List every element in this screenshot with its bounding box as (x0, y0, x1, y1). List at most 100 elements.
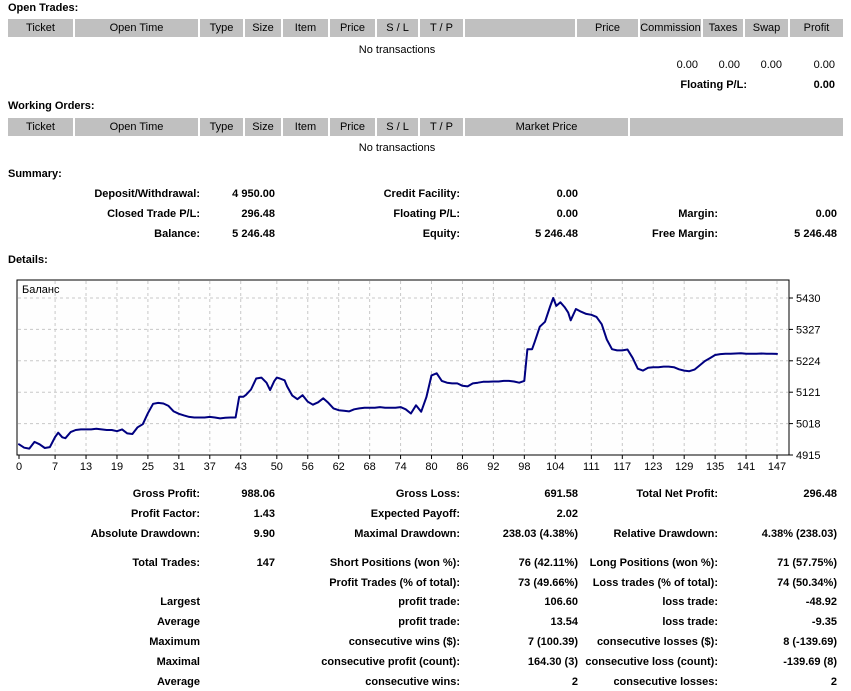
open-trades-col-swap: Swap (745, 19, 790, 37)
open-trades-col-blank-8 (465, 19, 577, 37)
open-trades-col-s-l: S / L (377, 19, 420, 37)
open-trades-header-row: TicketOpen TimeTypeSizeItemPriceS / LT /… (8, 19, 843, 37)
working-orders-col-item: Item (283, 118, 330, 136)
stat-value: -139.69 (8) (724, 656, 837, 668)
stat-value: 8 (-139.69) (724, 636, 837, 648)
x-tick-label: 98 (518, 461, 530, 472)
stat-label: Average (0, 616, 200, 628)
x-tick-label: 123 (644, 461, 662, 472)
x-tick-label: 43 (235, 461, 247, 472)
stat-label: Gross Loss: (280, 488, 460, 500)
open-trades-col-t-p: T / P (420, 19, 465, 37)
stat-label: Relative Drawdown: (580, 528, 718, 540)
open-trades-total-value: 0.00 (775, 59, 835, 71)
stat-label: Average (0, 676, 200, 688)
chart-title: Баланс (22, 284, 60, 296)
summary-value: 5 246.48 (205, 228, 275, 240)
open-trades-col-size: Size (245, 19, 283, 37)
stat-label: Maximal Drawdown: (280, 528, 460, 540)
x-tick-label: 37 (204, 461, 216, 472)
working-orders-col-size: Size (245, 118, 283, 136)
x-tick-label: 135 (706, 461, 724, 472)
open-trades-total-value: 0.00 (640, 59, 698, 71)
summary-value: 5 246.48 (470, 228, 578, 240)
stat-value: 76 (42.11%) (470, 557, 578, 569)
floating-pl-value: 0.00 (775, 79, 835, 91)
summary-label: Margin: (580, 208, 718, 220)
x-tick-label: 25 (142, 461, 154, 472)
open-trades-col-open-time: Open Time (75, 19, 200, 37)
x-tick-label: 86 (456, 461, 468, 472)
stat-label: Profit Factor: (0, 508, 200, 520)
stat-label: Profit Trades (% of total): (280, 577, 460, 589)
stat-label: profit trade: (280, 596, 460, 608)
stat-value: 71 (57.75%) (724, 557, 837, 569)
open-trades-empty-text: No transactions (8, 44, 786, 56)
stat-label: Maximum (0, 636, 200, 648)
stat-label: Maximal (0, 656, 200, 668)
open-trades-col-price: Price (330, 19, 377, 37)
summary-heading: Summary: (8, 168, 62, 180)
summary-label: Deposit/Withdrawal: (0, 188, 200, 200)
stat-value: -9.35 (724, 616, 837, 628)
stat-label: loss trade: (580, 596, 718, 608)
summary-label: Equity: (280, 228, 460, 240)
x-tick-label: 19 (111, 461, 123, 472)
working-orders-col-blank-9 (630, 118, 843, 136)
x-tick-label: 111 (583, 461, 600, 472)
working-orders-col-price: Price (330, 118, 377, 136)
y-tick-label: 5327 (796, 324, 820, 336)
x-tick-label: 31 (173, 461, 185, 472)
stat-value: 2 (724, 676, 837, 688)
y-tick-label: 5018 (796, 419, 820, 431)
summary-value: 296.48 (205, 208, 275, 220)
stat-value: 1.43 (205, 508, 275, 520)
mt4-statement-report: Open Trades: TicketOpen TimeTypeSizeItem… (0, 0, 851, 691)
summary-value: 4 950.00 (205, 188, 275, 200)
stat-value: 9.90 (205, 528, 275, 540)
x-tick-label: 56 (302, 461, 314, 472)
summary-label: Credit Facility: (280, 188, 460, 200)
working-orders-empty-text: No transactions (8, 142, 786, 154)
stat-value: 106.60 (470, 596, 578, 608)
stat-value: 2 (470, 676, 578, 688)
x-tick-label: 7 (52, 461, 58, 472)
open-trades-heading: Open Trades: (8, 2, 78, 14)
open-trades-col-profit: Profit (790, 19, 843, 37)
stat-value: 238.03 (4.38%) (470, 528, 578, 540)
balance-chart: 0713192531374350566268748086929810411111… (10, 272, 840, 472)
open-trades-col-price: Price (577, 19, 640, 37)
open-trades-col-ticket: Ticket (8, 19, 75, 37)
details-heading: Details: (8, 254, 48, 266)
x-tick-label: 141 (737, 461, 755, 472)
working-orders-col-open-time: Open Time (75, 118, 200, 136)
stat-label: loss trade: (580, 616, 718, 628)
x-tick-label: 129 (675, 461, 693, 472)
stat-value: -48.92 (724, 596, 837, 608)
stat-label: Absolute Drawdown: (0, 528, 200, 540)
stat-value: 2.02 (470, 508, 578, 520)
y-tick-label: 5430 (796, 293, 820, 305)
stat-label: consecutive profit (count): (280, 656, 460, 668)
stat-value: 74 (50.34%) (724, 577, 837, 589)
stat-value: 164.30 (3) (470, 656, 578, 668)
open-trades-col-item: Item (283, 19, 330, 37)
y-tick-label: 5121 (796, 387, 820, 399)
stat-value: 147 (205, 557, 275, 569)
open-trades-col-commission: Commission (640, 19, 703, 37)
summary-label: Floating P/L: (280, 208, 460, 220)
summary-value: 0.00 (724, 208, 837, 220)
x-tick-label: 92 (487, 461, 499, 472)
x-tick-label: 68 (364, 461, 376, 472)
working-orders-col-t-p: T / P (420, 118, 465, 136)
working-orders-col-type: Type (200, 118, 245, 136)
x-tick-label: 117 (614, 461, 632, 472)
x-tick-label: 80 (425, 461, 437, 472)
stat-label: consecutive wins ($): (280, 636, 460, 648)
summary-value: 0.00 (470, 188, 578, 200)
stat-label: Expected Payoff: (280, 508, 460, 520)
stat-value: 7 (100.39) (470, 636, 578, 648)
summary-value: 0.00 (470, 208, 578, 220)
stat-label: Gross Profit: (0, 488, 200, 500)
stat-label: Total Net Profit: (580, 488, 718, 500)
